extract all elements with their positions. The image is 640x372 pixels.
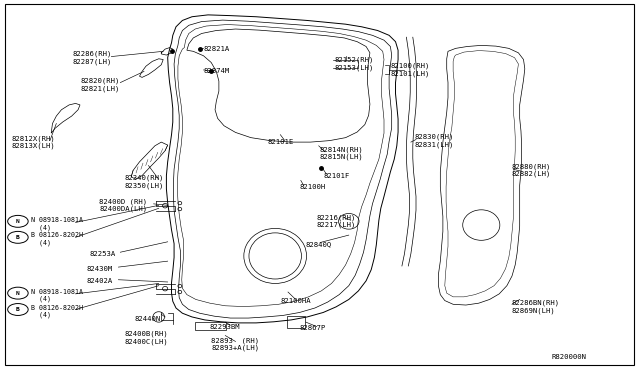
Text: 82293BM: 82293BM — [210, 324, 241, 330]
Text: N 08918-1081A
  (4): N 08918-1081A (4) — [31, 217, 83, 231]
Text: 82100(RH)
82101(LH): 82100(RH) 82101(LH) — [390, 63, 430, 77]
Text: 82100HA: 82100HA — [280, 298, 311, 304]
Text: N: N — [16, 291, 20, 296]
Text: 82440N: 82440N — [134, 316, 161, 322]
Text: 82874M: 82874M — [204, 68, 230, 74]
Text: N: N — [16, 219, 20, 224]
Text: 82812X(RH)
82813X(LH): 82812X(RH) 82813X(LH) — [12, 135, 55, 149]
Text: 82840Q: 82840Q — [306, 241, 332, 247]
Text: 82216(RH)
82217(LH): 82216(RH) 82217(LH) — [317, 214, 356, 228]
Text: B: B — [16, 307, 20, 312]
Text: 82340(RH)
82350(LH): 82340(RH) 82350(LH) — [125, 174, 164, 189]
Text: 82893  (RH)
82893+A(LH): 82893 (RH) 82893+A(LH) — [211, 337, 259, 351]
Text: B 08126-8202H
  (4): B 08126-8202H (4) — [31, 232, 83, 246]
Text: 82152(RH)
82153(LH): 82152(RH) 82153(LH) — [334, 57, 374, 71]
Text: 82880(RH)
82882(LH): 82880(RH) 82882(LH) — [512, 163, 552, 177]
Text: 82400D (RH)
82400DA(LH): 82400D (RH) 82400DA(LH) — [99, 198, 147, 212]
Text: 82286BN(RH)
82869N(LH): 82286BN(RH) 82869N(LH) — [512, 300, 560, 314]
Text: 82830(RH)
82831(LH): 82830(RH) 82831(LH) — [415, 134, 454, 148]
Text: 82430M: 82430M — [86, 266, 113, 272]
Text: R820000N: R820000N — [552, 354, 587, 360]
Text: 82820(RH)
82821(LH): 82820(RH) 82821(LH) — [81, 78, 120, 92]
Text: 82286(RH)
82287(LH): 82286(RH) 82287(LH) — [72, 51, 112, 65]
Text: B 08126-8202H
  (4): B 08126-8202H (4) — [31, 305, 83, 318]
Text: N 08918-1081A
  (4): N 08918-1081A (4) — [31, 289, 83, 302]
Text: 82101E: 82101E — [268, 139, 294, 145]
Text: 82100H: 82100H — [300, 184, 326, 190]
Text: 82400B(RH)
82400C(LH): 82400B(RH) 82400C(LH) — [125, 331, 168, 345]
Text: 82402A: 82402A — [86, 278, 113, 284]
Text: B: B — [16, 235, 20, 240]
Text: 82821A: 82821A — [204, 46, 230, 52]
Text: 82253A: 82253A — [90, 251, 116, 257]
Text: 82101F: 82101F — [323, 173, 349, 179]
Text: 82814N(RH)
82815N(LH): 82814N(RH) 82815N(LH) — [320, 146, 364, 160]
Text: 82867P: 82867P — [300, 325, 326, 331]
